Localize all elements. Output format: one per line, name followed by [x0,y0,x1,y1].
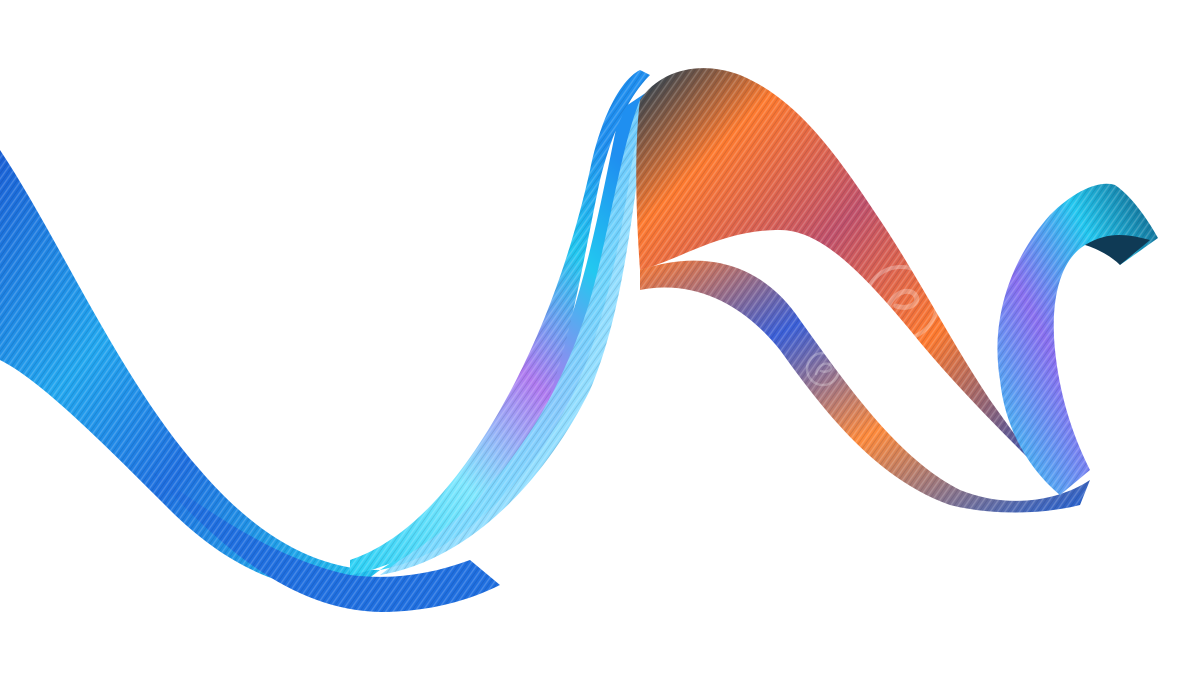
watermark-small-icon [805,351,841,387]
ribbon-curl-inner [1085,235,1150,265]
watermark-logo-icon [863,265,939,341]
